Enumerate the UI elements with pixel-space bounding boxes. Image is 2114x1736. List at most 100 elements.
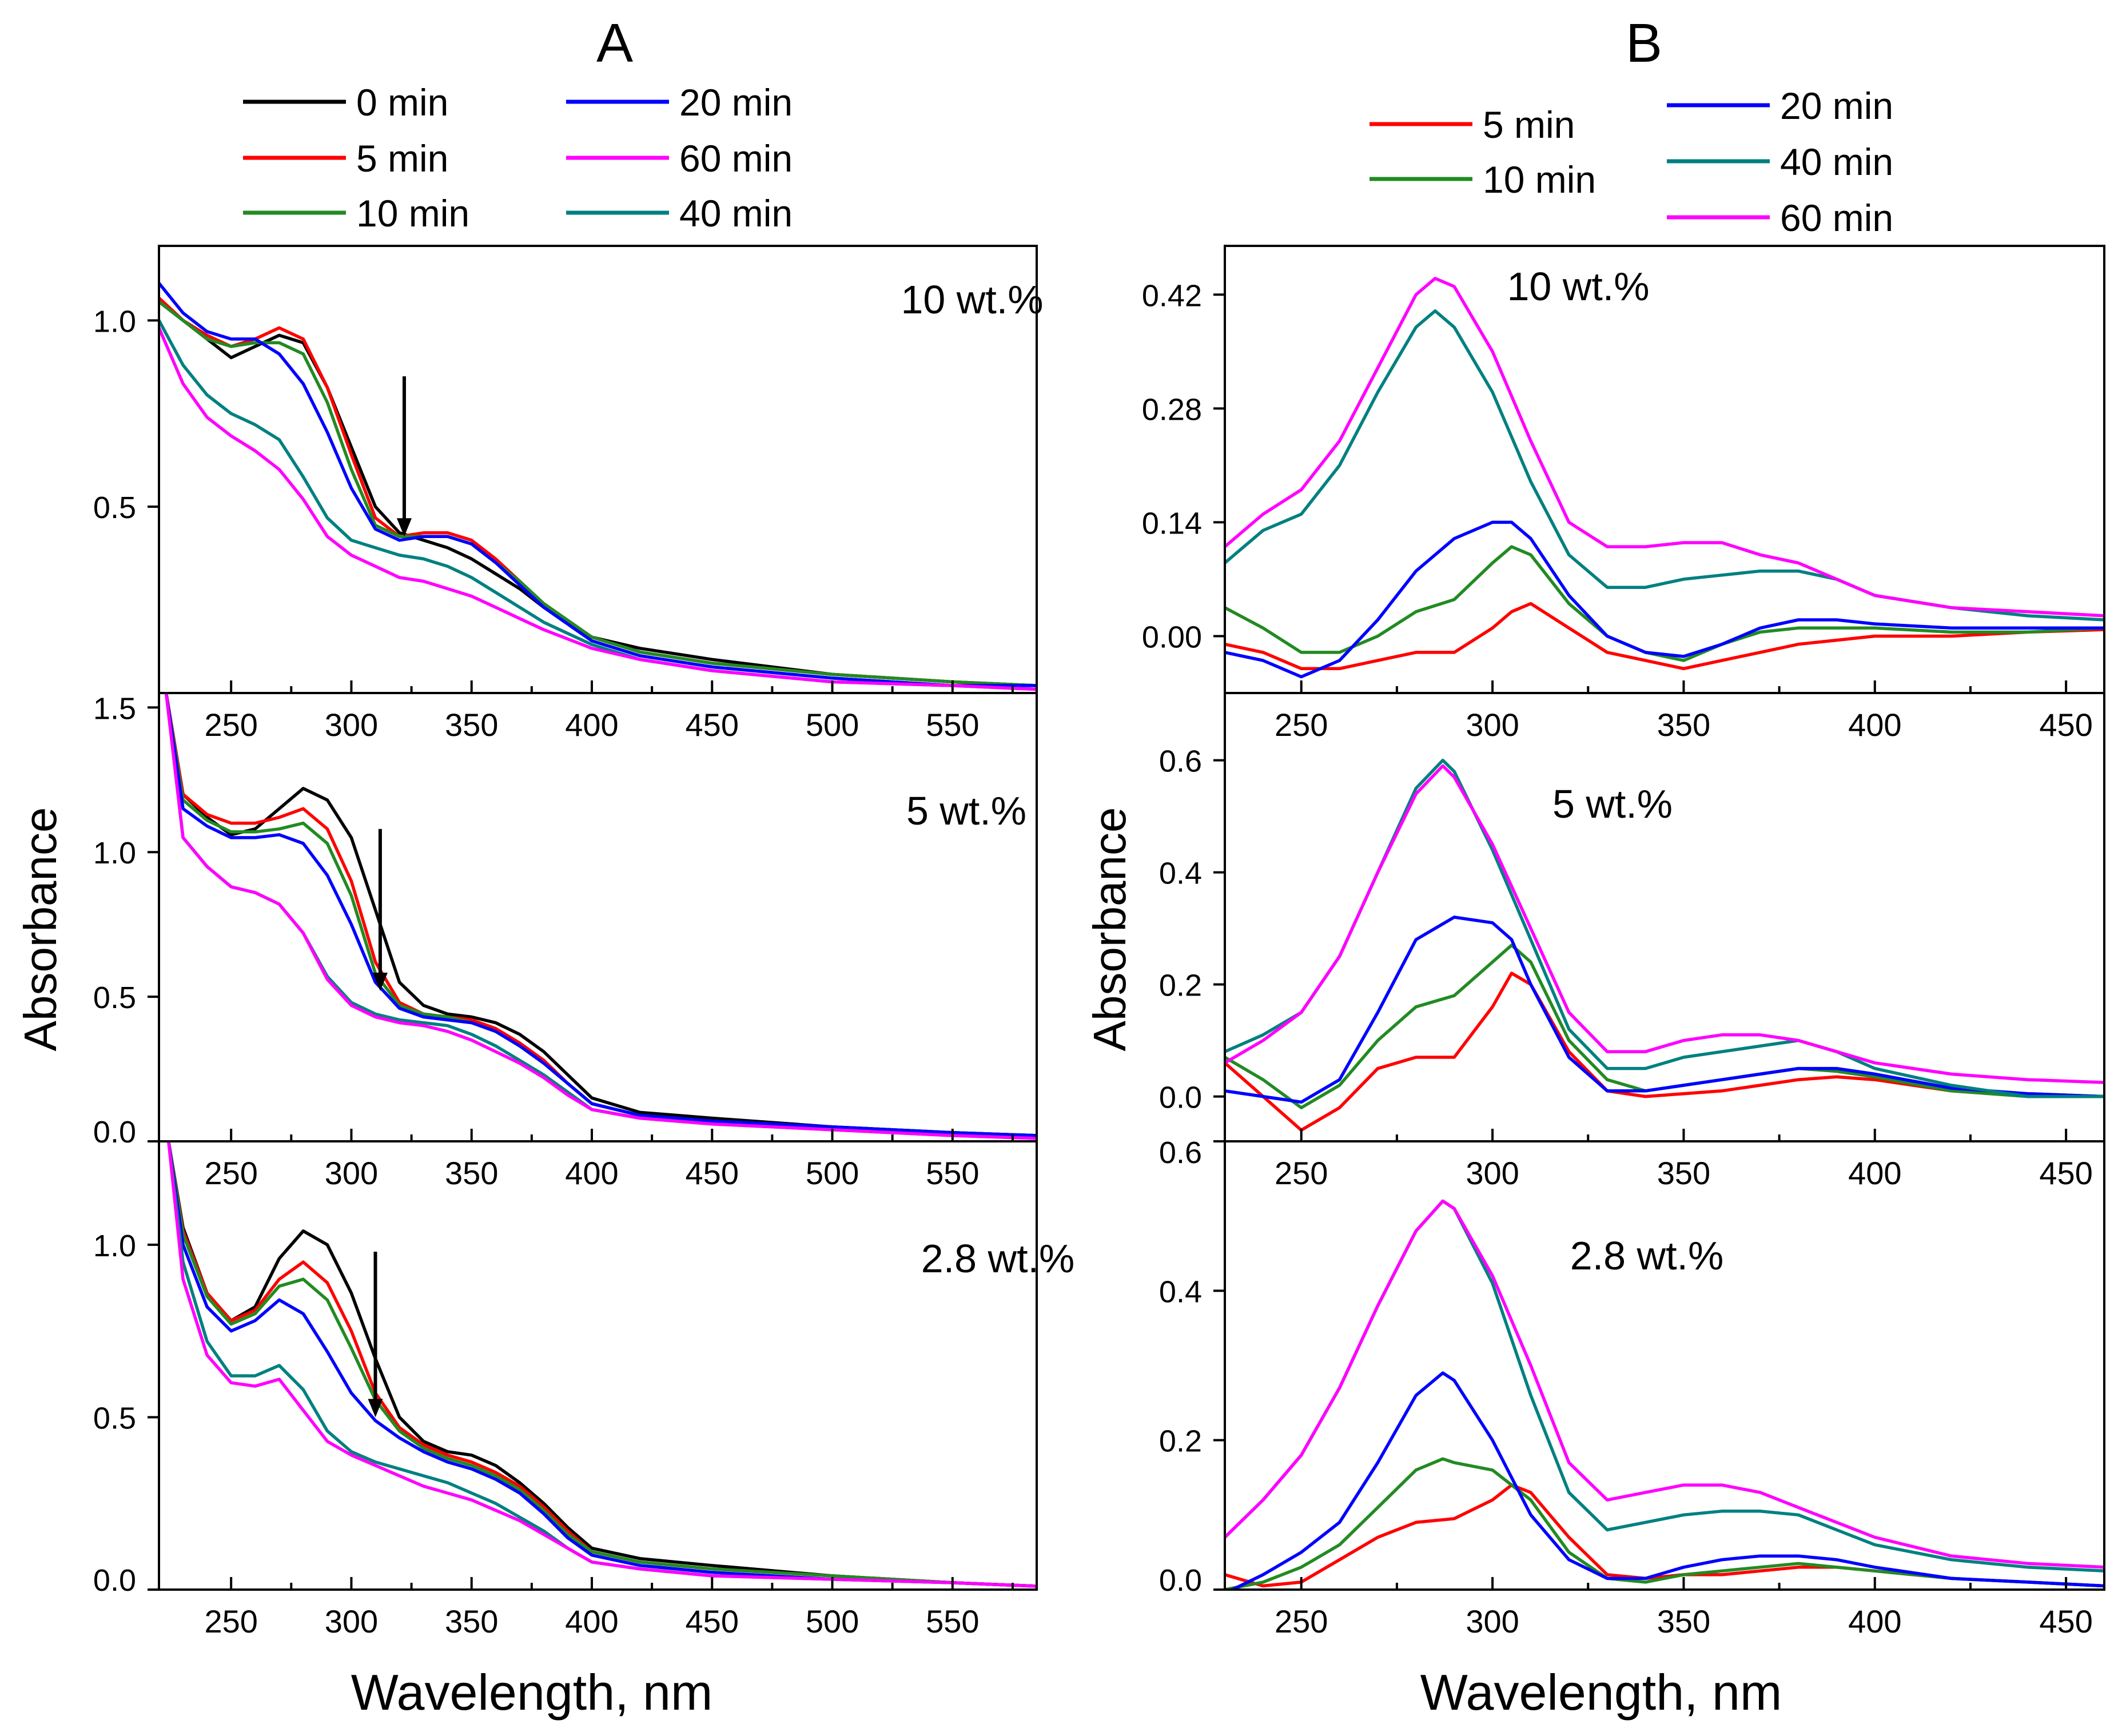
panel-0-xtick-label: 400 xyxy=(565,707,618,743)
panel-1-arrow-head xyxy=(372,972,388,991)
panel-1-xtick-label: 500 xyxy=(806,1155,859,1191)
legend-b-label-2: 20 min xyxy=(1780,85,1893,127)
panel-5-series-5-min xyxy=(1225,1483,2104,1588)
legend-a-label-3: 20 min xyxy=(679,81,793,124)
panel-5-ytick-label: 0.2 xyxy=(1159,1424,1202,1459)
panel-0-ytick-label: 0.5 xyxy=(93,491,136,525)
panel-1-xtick-label: 550 xyxy=(926,1155,979,1191)
panel-1-series-60-min xyxy=(164,693,1037,1140)
panel-2-xtick-label: 250 xyxy=(204,1603,257,1639)
panel-2-xtick-label: 300 xyxy=(325,1603,378,1639)
legend-a-label-5: 40 min xyxy=(679,192,793,234)
panel-0-xtick-label: 550 xyxy=(926,707,979,743)
panel-3-ytick-label: 0.28 xyxy=(1142,392,1202,427)
legend-b-label-0: 5 min xyxy=(1483,103,1575,146)
panel-2-ytick-label: 0.0 xyxy=(93,1563,136,1598)
panel-4-series-20-min xyxy=(1225,915,2104,1104)
xlabel-b: Wavelength, nm xyxy=(1420,1664,1782,1721)
panel-3-series-5-min xyxy=(1225,602,2104,671)
panel-0-series-0-min xyxy=(159,300,1037,687)
legend-a-label-0: 0 min xyxy=(356,81,448,124)
panel-3-series-20-min xyxy=(1225,520,2104,679)
panel-2-series-5-min xyxy=(167,1141,1037,1588)
panel-0-annotation: 10 wt.% xyxy=(901,277,1044,322)
panel-5-ytick-label: 0.0 xyxy=(1159,1563,1202,1598)
panel-4-ytick-label: 0.0 xyxy=(1159,1081,1202,1115)
panel-4-xtick-label: 450 xyxy=(2039,1155,2092,1191)
panel-2-xtick-label: 500 xyxy=(806,1603,859,1639)
panel-5-series-10-min xyxy=(1225,1457,2104,1590)
panel-3-ytick-label: 0.14 xyxy=(1142,506,1202,540)
panel-3-xtick-label: 450 xyxy=(2039,707,2092,743)
panel-2-series-60-min xyxy=(167,1141,1037,1588)
panel-5-xtick-label: 250 xyxy=(1275,1603,1328,1639)
panel-a-title: A xyxy=(596,13,633,74)
legend-b-label-3: 40 min xyxy=(1780,141,1893,183)
panel-0-series-group xyxy=(159,281,1037,691)
panel-0-series-60-min xyxy=(159,326,1037,691)
panel-4-ytick-label: 0.2 xyxy=(1159,969,1202,1003)
panel-0-ytick-label: 1.0 xyxy=(93,304,136,339)
panel-1-annotation: 5 wt.% xyxy=(906,789,1026,833)
panel-3-xtick-label: 400 xyxy=(1848,707,1901,743)
ylabel-b: Absorbance xyxy=(1084,807,1135,1052)
plot-a-10wt: 250 300 350 400 450 500 550 0.5 1.0 10 wt.% xyxy=(93,245,1044,743)
panel-4-series-10-min xyxy=(1225,943,2104,1109)
panel-1-xtick-label: 300 xyxy=(325,1155,378,1191)
panel-0-xtick-label: 500 xyxy=(806,707,859,743)
panel-5-series-group xyxy=(1225,1199,2104,1590)
panel-1-ytick-label: 0.0 xyxy=(93,1115,136,1149)
panel-5-series-60-min xyxy=(1225,1199,2104,1569)
panel-3-xtick-label: 300 xyxy=(1466,707,1519,743)
panel-3-ytick-label: 0.00 xyxy=(1142,620,1202,654)
panel-1-series-10-min xyxy=(164,693,1037,1137)
panel-2-xtick-label: 450 xyxy=(686,1603,739,1639)
panel-1-series-5-min xyxy=(164,693,1037,1137)
panel-2-xtick-label: 550 xyxy=(926,1603,979,1639)
panel-3-series-40-min xyxy=(1225,309,2104,622)
panel-5-xtick-label: 350 xyxy=(1657,1603,1710,1639)
panel-b-title: B xyxy=(1626,13,1662,74)
panel-0-series-20-min xyxy=(159,281,1037,687)
panel-1-series-group xyxy=(164,693,1037,1140)
panel-0-series-40-min xyxy=(159,318,1037,691)
panel-4-series-5-min xyxy=(1225,971,2104,1132)
panel-1-xtick-label: 400 xyxy=(565,1155,618,1191)
panel-4-xtick-label: 400 xyxy=(1848,1155,1901,1191)
panel-2-series-0-min xyxy=(167,1141,1037,1588)
plot-b-10wt: 250 300 350 400 450 0.00 0.14 0.28 0.42 10 wt.% xyxy=(1142,245,2105,743)
panel-3-xtick-label: 250 xyxy=(1275,707,1328,743)
panel-4-xtick-label: 300 xyxy=(1466,1155,1519,1191)
plot-a-2-8wt: 250 300 350 400 450 500 550 0.0 0.5 1.0 2.8 wt.% xyxy=(93,1140,1074,1639)
panel-1-xtick-label: 250 xyxy=(204,1155,257,1191)
panel-4-series-60-min xyxy=(1225,764,2104,1084)
panel-5-series-20-min xyxy=(1231,1371,2104,1590)
legend-a-label-4: 60 min xyxy=(679,137,793,180)
panel-1-xtick-label: 350 xyxy=(445,1155,498,1191)
panel-1-ytick-label: 1.5 xyxy=(93,691,136,726)
panel-4-ytick-label: 0.6 xyxy=(1159,744,1202,779)
legend-b-label-4: 60 min xyxy=(1780,197,1893,239)
panel-1-xtick-label: 450 xyxy=(686,1155,739,1191)
panel-4-annotation: 5 wt.% xyxy=(1552,782,1673,826)
plot-b-2-8wt: 250 300 350 400 450 0.0 0.2 0.4 0.6 2.8 wt.% xyxy=(1159,1136,2105,1639)
legend-b-label-1: 10 min xyxy=(1483,158,1596,201)
plot-a-5wt: 250 300 350 400 450 500 550 0.0 0.5 1.0 1.5 5 wt.% xyxy=(93,691,1038,1191)
panel-0-series-5-min xyxy=(159,296,1037,687)
panel-0-series-10-min xyxy=(159,300,1037,687)
panel-0-arrow-head xyxy=(396,518,412,537)
panel-2-xtick-label: 400 xyxy=(565,1603,618,1639)
panel-2-arrow-head xyxy=(368,1399,383,1418)
panel-5-xtick-label: 300 xyxy=(1466,1603,1519,1639)
panel-1-ytick-label: 1.0 xyxy=(93,836,136,870)
panel-3-series-group xyxy=(1225,277,2104,679)
panel-0-xtick-label: 300 xyxy=(325,707,378,743)
legend-b: 5 min 10 min 20 min 40 min 60 min xyxy=(1369,85,1893,239)
panel-2-series-40-min xyxy=(167,1141,1037,1588)
ylabel-a: Absorbance xyxy=(15,807,66,1052)
panel-4-ytick-label: 0.4 xyxy=(1159,857,1202,891)
panel-3-ytick-label: 0.42 xyxy=(1142,278,1202,313)
panel-4-series-group xyxy=(1225,758,2104,1132)
panel-2-xtick-label: 350 xyxy=(445,1603,498,1639)
